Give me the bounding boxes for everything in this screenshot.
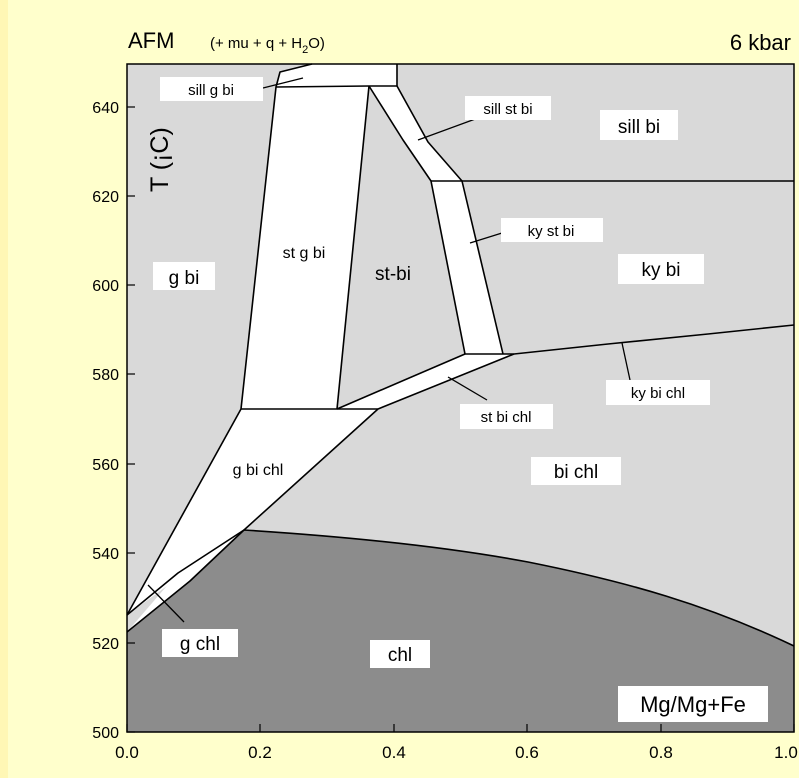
label-leaders	[147, 77, 631, 623]
field-label-box	[501, 218, 603, 242]
x-tick-labels: 0.0 0.2 0.4 0.6 0.8 1.0	[115, 743, 798, 762]
field-label-ky-bi: ky bi	[641, 260, 680, 281]
assemblage-note: (+ mu + q + H2O)	[210, 35, 325, 56]
y-tick-label: 640	[92, 100, 119, 117]
diagram-title: AFM	[128, 28, 174, 53]
field-label-sill-st-bi: sill st bi	[483, 101, 532, 118]
y-tick-label: 620	[92, 189, 119, 206]
st-g-bi-field	[241, 86, 369, 409]
field-label-sill-g-bi: sill g bi	[188, 82, 234, 99]
y-tick-label: 520	[92, 636, 119, 653]
field-label-g-chl: g chl	[180, 634, 220, 655]
x-axis-label: Mg/Mg+Fe	[640, 692, 746, 717]
field-label-box	[618, 254, 704, 284]
x-tick-label: 0.4	[382, 743, 406, 762]
x-tick-label: 0.6	[515, 743, 539, 762]
phase-diagram: AFM (+ mu + q + H2O) 6 kbar T (¡C) 500 5…	[92, 28, 798, 762]
field-label-st-bi-chl: st bi chl	[481, 409, 532, 426]
pressure-label: 6 kbar	[730, 30, 791, 55]
y-tick-label: 560	[92, 457, 119, 474]
sill-st-bi-field	[369, 86, 462, 181]
field-label-st-bi: st-bi	[375, 264, 411, 285]
field-label-box	[370, 640, 430, 668]
y-axis-ticks	[127, 106, 135, 733]
y-tick-label: 500	[92, 725, 119, 742]
field-label-g-bi-chl: g bi chl	[233, 462, 284, 479]
field-label-box	[460, 404, 553, 429]
st-bi-chl-field	[337, 354, 514, 409]
x-tick-label: 0.2	[248, 743, 272, 762]
field-label-box	[606, 380, 710, 405]
x-tick-label: 0.0	[115, 743, 139, 762]
field-label-sill-bi: sill bi	[618, 117, 660, 138]
field-label-box	[600, 110, 678, 140]
y-tick-label: 600	[92, 278, 119, 295]
x-axis-label-box	[618, 686, 768, 722]
field-label-bi-chl: bi chl	[554, 462, 598, 483]
g-chl-field	[127, 530, 244, 632]
field-label-box	[153, 262, 215, 290]
field-label-box	[465, 96, 551, 120]
field-label-box	[531, 457, 621, 485]
x-tick-label: 0.8	[649, 743, 673, 762]
field-label-ky-st-bi: ky st bi	[528, 223, 575, 240]
ky-st-bi-field	[431, 181, 503, 354]
plot-frame	[126, 63, 795, 733]
phase-boundaries	[126, 63, 795, 647]
x-tick-label: 1.0	[774, 743, 798, 762]
y-tick-label: 540	[92, 546, 119, 563]
g-bi-chl-field	[127, 409, 378, 615]
y-tick-labels: 500 520 540 560 580 600 620 640	[92, 100, 119, 742]
x-axis-ticks	[126, 724, 795, 732]
field-label-box	[160, 77, 263, 101]
field-label-ky-bi-chl: ky bi chl	[631, 385, 685, 402]
field-label-st-g-bi: st g bi	[283, 245, 326, 262]
field-label-chl: chl	[388, 645, 412, 666]
y-axis-label: T (¡C)	[146, 127, 174, 192]
field-label-box	[162, 629, 238, 657]
sill-g-bi-field	[276, 64, 397, 87]
chl-field	[127, 530, 794, 732]
field-label-g-bi: g bi	[169, 268, 200, 289]
y-tick-label: 580	[92, 367, 119, 384]
